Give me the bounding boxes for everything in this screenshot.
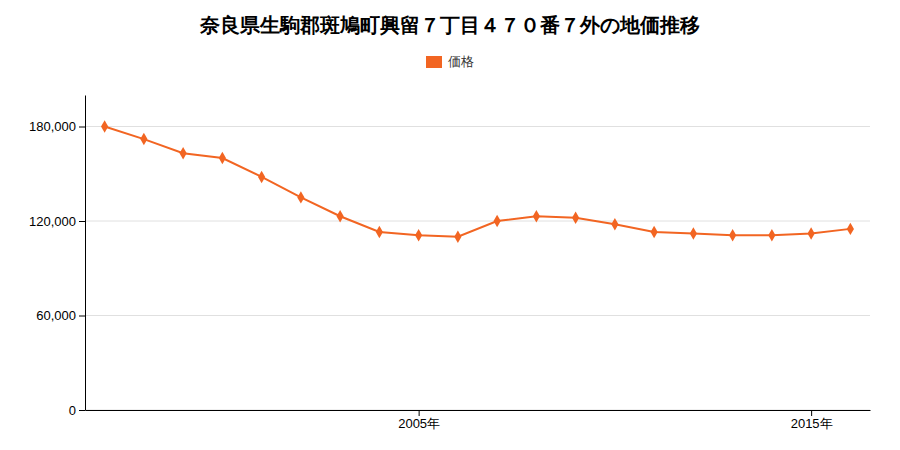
y-axis: 0 60,000 120,000 180,000 xyxy=(29,96,86,418)
tick-label: 60,000 xyxy=(36,308,76,323)
tick-mark xyxy=(79,221,85,222)
legend: 価格 xyxy=(426,54,474,69)
marker xyxy=(847,223,854,235)
x-axis: 2005年 2015年 xyxy=(86,410,871,431)
marker xyxy=(101,120,108,132)
marker xyxy=(572,212,579,224)
tick-mark xyxy=(419,410,420,416)
tick: 0 xyxy=(69,403,85,418)
marker xyxy=(611,218,618,230)
marker xyxy=(140,133,147,145)
tick: 2005年 xyxy=(398,410,440,431)
marker xyxy=(297,191,304,203)
grid-line xyxy=(85,221,870,222)
tick: 120,000 xyxy=(29,214,85,229)
grid-line xyxy=(85,126,870,127)
marker xyxy=(180,147,187,159)
marker xyxy=(376,226,383,238)
tick-label: 2015年 xyxy=(791,416,833,431)
axis-line xyxy=(86,410,871,411)
marker xyxy=(494,215,501,227)
marker xyxy=(219,152,226,164)
tick-mark xyxy=(79,316,85,317)
chart: 奈良県生駒郡斑鳩町興留７丁目４７０番７外の地価推移 2005年 2015年 0 60,0… xyxy=(0,0,900,450)
tick-mark xyxy=(79,127,85,128)
marks xyxy=(101,120,854,243)
title: 奈良県生駒郡斑鳩町興留７丁目４７０番７外の地価推移 xyxy=(199,13,700,37)
tick: 180,000 xyxy=(29,119,85,134)
axis-line xyxy=(85,96,86,411)
tick-mark xyxy=(811,410,812,416)
grid-line xyxy=(85,410,870,411)
legend-item: 価格 xyxy=(426,54,474,69)
tick-label: 0 xyxy=(69,403,76,418)
tick-label: 180,000 xyxy=(29,119,76,134)
marker xyxy=(651,226,658,238)
marker xyxy=(415,229,422,241)
marker xyxy=(729,229,736,241)
line xyxy=(105,127,851,237)
grid-line xyxy=(85,315,870,316)
tick: 60,000 xyxy=(36,308,85,323)
marker xyxy=(808,227,815,239)
marker xyxy=(533,210,540,222)
tick-label: 2005年 xyxy=(398,416,440,431)
tick: 2015年 xyxy=(791,410,833,431)
legend-swatch xyxy=(426,56,442,68)
marker xyxy=(690,227,697,239)
tick-label: 120,000 xyxy=(29,214,76,229)
marker xyxy=(337,210,344,222)
marker xyxy=(768,229,775,241)
marker xyxy=(454,231,461,243)
grid xyxy=(85,127,870,411)
plot: 2005年 2015年 0 60,000 120,000 180,000 xyxy=(29,96,871,432)
tick-mark xyxy=(79,410,85,411)
legend-label: 価格 xyxy=(448,54,474,69)
marker xyxy=(258,171,265,183)
